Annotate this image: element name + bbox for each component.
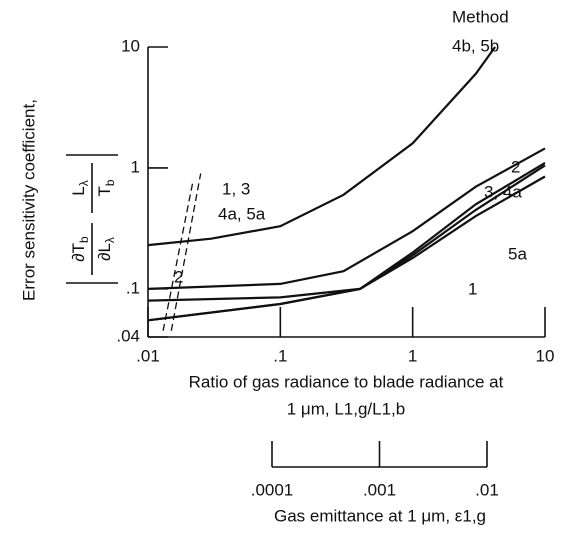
formula-part: ∂Lλ bbox=[95, 237, 117, 261]
line bbox=[147, 161, 546, 302]
formula-part: Lλ bbox=[69, 180, 91, 195]
formula-text: T bbox=[95, 186, 114, 196]
annotation: 1 bbox=[468, 279, 477, 298]
annotation: 2 bbox=[174, 267, 183, 286]
formula-sub: λ bbox=[77, 180, 91, 186]
formula-text: ∂T bbox=[69, 243, 88, 262]
annotation: 5a bbox=[508, 244, 527, 263]
annotation: Method bbox=[452, 7, 509, 26]
x-tick-label: 10 bbox=[536, 346, 555, 365]
x2-label: Gas emittance at 1 μm, ε1,g bbox=[274, 506, 486, 525]
y-tick-label: 1 bbox=[131, 157, 140, 176]
formula-sub: b bbox=[103, 179, 117, 186]
annotation: 3, 4a bbox=[484, 182, 522, 201]
formula-sub: b bbox=[77, 236, 91, 243]
x-tick-label: 1 bbox=[408, 346, 417, 365]
x-tick-label: .1 bbox=[273, 346, 287, 365]
x2-tick-label: .0001 bbox=[251, 480, 294, 499]
formula-part: Tb bbox=[95, 179, 117, 196]
x-tick-label: .01 bbox=[136, 346, 160, 365]
line bbox=[170, 173, 202, 331]
line bbox=[162, 179, 194, 331]
annotation: 2 bbox=[511, 157, 520, 176]
y-tick-label: .1 bbox=[126, 278, 140, 297]
formula-part: ∂Tb bbox=[69, 236, 91, 262]
formula-text: L bbox=[69, 186, 88, 195]
line bbox=[147, 175, 546, 322]
y-label-formula: ∂Tb ∂Lλ Lλ Tb bbox=[66, 154, 118, 284]
y-tick-label: .04 bbox=[116, 326, 140, 345]
annotation: 1, 3 bbox=[222, 179, 250, 198]
formula-text: ∂L bbox=[95, 243, 114, 261]
line bbox=[147, 147, 546, 290]
annotation: 4a, 5a bbox=[218, 204, 266, 223]
x-label: Ratio of gas radiance to blade radiance … bbox=[189, 372, 504, 391]
y-label: Error sensitivity coefficient, bbox=[19, 99, 38, 301]
x2-tick-label: .01 bbox=[475, 480, 499, 499]
y-tick-label: 10 bbox=[121, 36, 140, 55]
formula-sub: λ bbox=[103, 237, 117, 243]
x-label: 1 μm, L1,g/L1,b bbox=[287, 399, 405, 418]
x2-tick-label: .001 bbox=[363, 480, 396, 499]
annotation: 4b, 5b bbox=[452, 36, 499, 55]
line bbox=[147, 46, 496, 247]
